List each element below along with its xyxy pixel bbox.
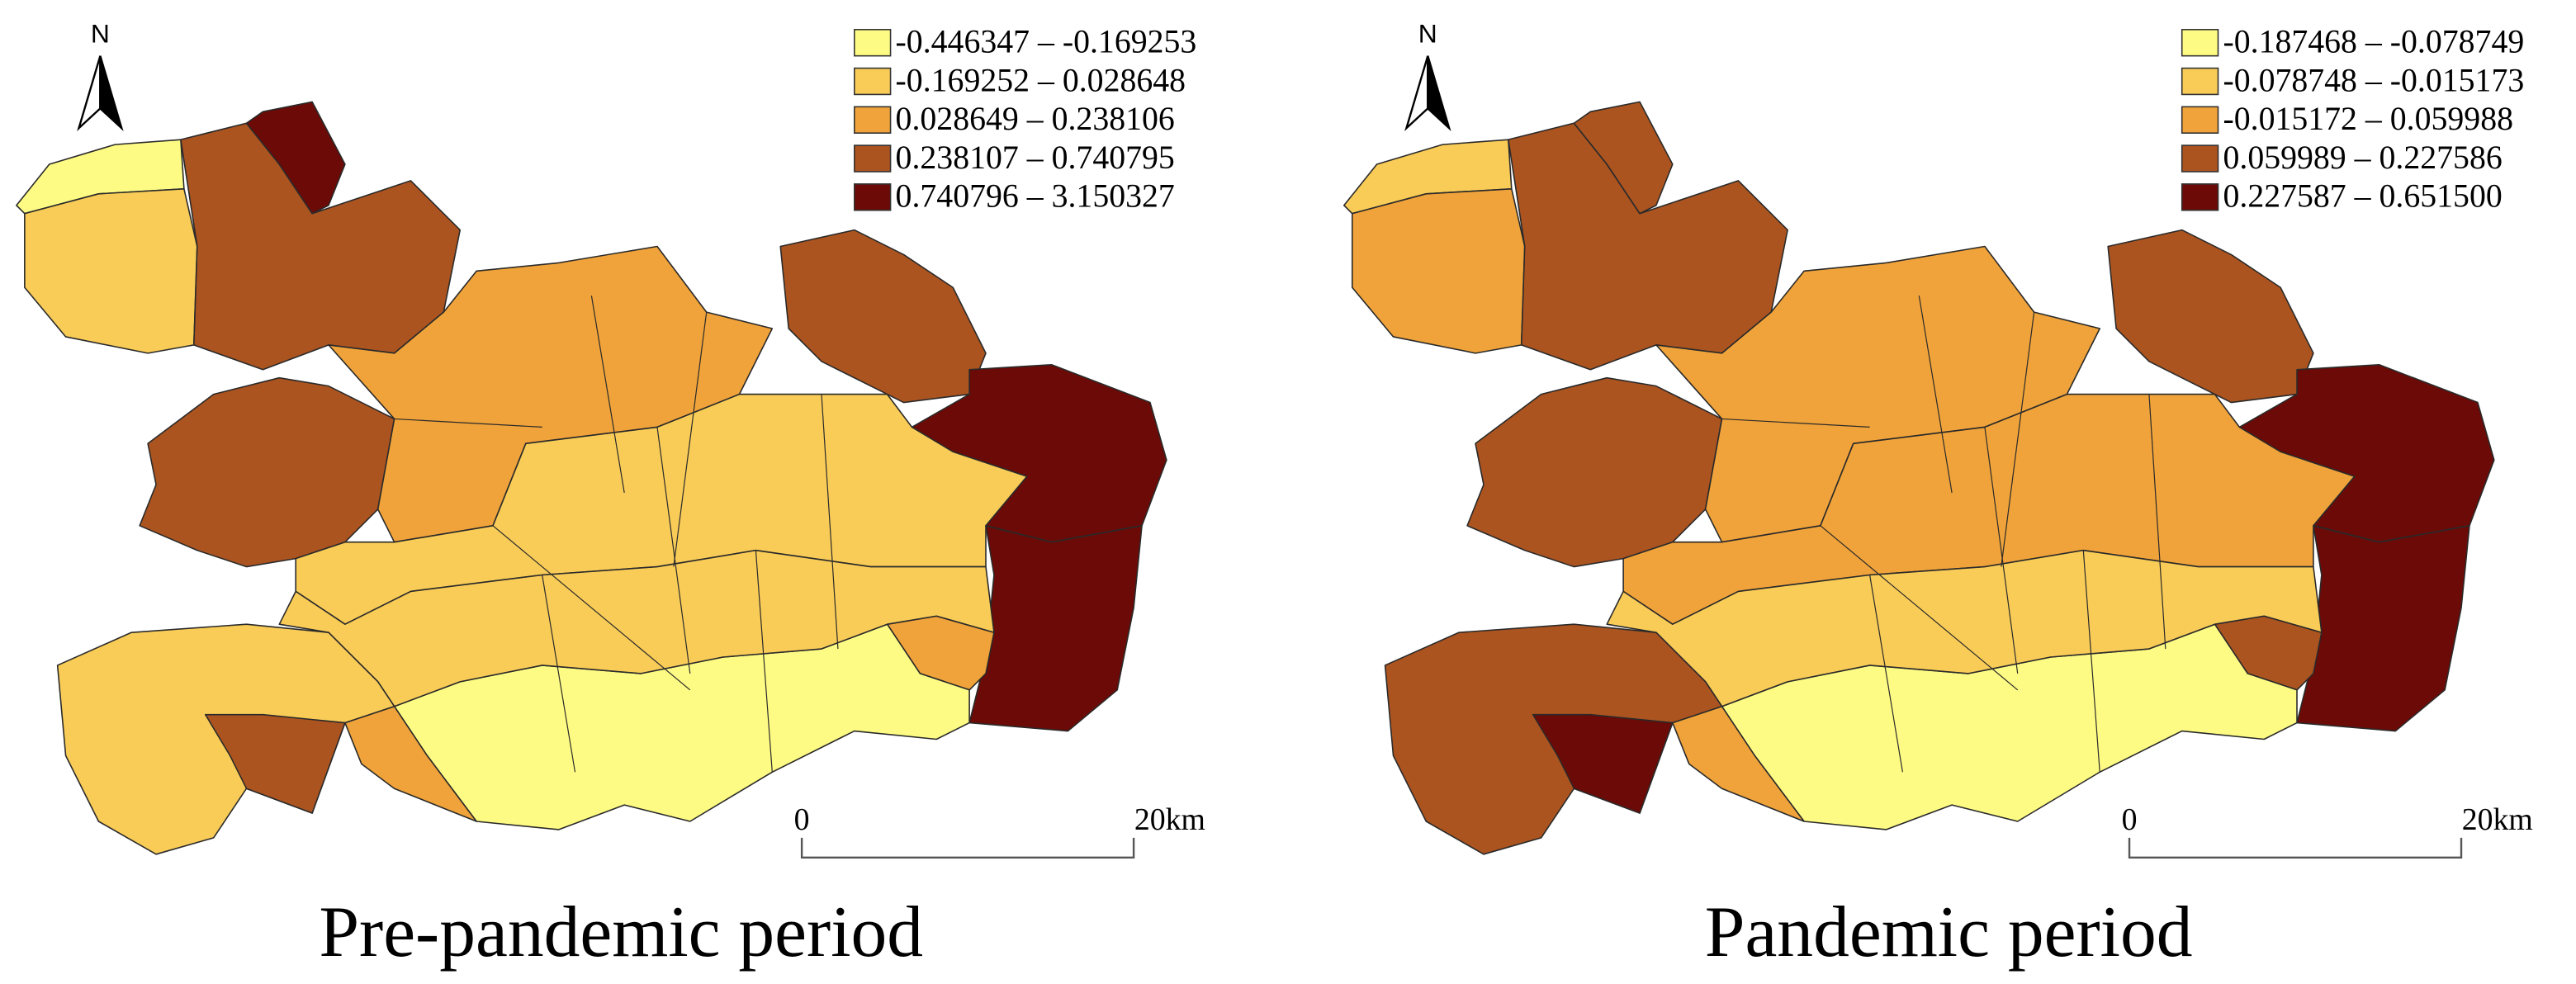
map-panel: N -0.446347 – -0.169253-0.169252 – 0.0286…	[16, 19, 1205, 972]
district-boundary	[1918, 296, 1953, 494]
legend-swatch	[2181, 106, 2219, 134]
legend-label: -0.446347 – -0.169253	[896, 24, 1197, 60]
district-boundary	[755, 550, 773, 773]
north-arrow	[1404, 55, 1429, 132]
scale-end: 20km	[2462, 802, 2533, 837]
legend-swatch	[2181, 67, 2219, 96]
district-boundary	[656, 427, 691, 674]
district-boundary	[394, 418, 542, 428]
district	[968, 525, 1143, 732]
north-arrow	[1427, 55, 1451, 132]
legend-label: 0.059989 – 0.227586	[2223, 140, 2502, 176]
district	[779, 229, 987, 404]
north-label: N	[1418, 19, 1437, 49]
district	[344, 705, 477, 822]
district-boundary	[821, 394, 839, 650]
district-boundary	[1820, 525, 2019, 691]
legend-label: -0.078748 – -0.015173	[2223, 62, 2524, 98]
legend-swatch	[854, 29, 892, 57]
legend-label: -0.169252 – 0.028648	[896, 62, 1186, 98]
panel-caption: Pre-pandemic period	[319, 892, 923, 972]
district	[328, 245, 774, 543]
district	[24, 188, 198, 354]
district-boundary	[1869, 575, 1904, 773]
district	[2296, 525, 2470, 732]
north-arrow	[99, 55, 124, 132]
legend-label: 0.227587 – 0.651500	[2223, 178, 2502, 215]
scale-bar	[2128, 837, 2463, 859]
north-arrow	[77, 55, 102, 132]
scale-bar	[800, 837, 1135, 859]
district-boundary	[1721, 418, 1870, 428]
scale-start: 0	[2122, 802, 2138, 837]
district-boundary	[673, 312, 708, 567]
district-boundary	[2082, 550, 2100, 773]
district	[1573, 101, 1674, 215]
district	[1466, 376, 1723, 568]
district	[1351, 188, 1526, 354]
figure-content: N -0.446347 – -0.169253-0.169252 – 0.0286…	[16, 19, 2533, 972]
district	[139, 376, 395, 568]
legend-label: 0.238107 – 0.740795	[896, 140, 1175, 176]
map-panel: N -0.187468 – -0.078749-0.078748 – -0.015…	[1343, 19, 2533, 972]
scale-start: 0	[794, 802, 810, 837]
district	[1532, 713, 1674, 814]
legend-swatch	[854, 67, 892, 96]
district	[204, 713, 346, 814]
district	[1672, 705, 1805, 822]
district-boundary	[2001, 312, 2035, 567]
legend-swatch	[854, 144, 892, 173]
legend-label: 0.028649 – 0.238106	[896, 101, 1175, 137]
district	[2107, 229, 2314, 404]
north-label: N	[91, 19, 110, 49]
legend-label: -0.187468 – -0.078749	[2223, 24, 2524, 60]
district-boundary	[542, 575, 576, 773]
legend-swatch	[854, 106, 892, 134]
legend-swatch	[854, 183, 892, 211]
legend-swatch	[2181, 29, 2219, 57]
legend-label: 0.740796 – 3.150327	[896, 178, 1175, 215]
district	[245, 101, 346, 215]
district-boundary	[492, 525, 691, 691]
legend-label: -0.015172 – 0.059988	[2223, 101, 2513, 137]
district	[1655, 245, 2101, 543]
panel-caption: Pandemic period	[1705, 892, 2193, 972]
map	[16, 101, 1167, 855]
legend-swatch	[2181, 144, 2219, 173]
map	[1343, 101, 2495, 855]
scale-end: 20km	[1134, 802, 1205, 837]
district-boundary	[590, 296, 625, 494]
district-boundary	[1984, 427, 2019, 674]
legend-swatch	[2181, 183, 2219, 211]
district-boundary	[2148, 394, 2166, 650]
